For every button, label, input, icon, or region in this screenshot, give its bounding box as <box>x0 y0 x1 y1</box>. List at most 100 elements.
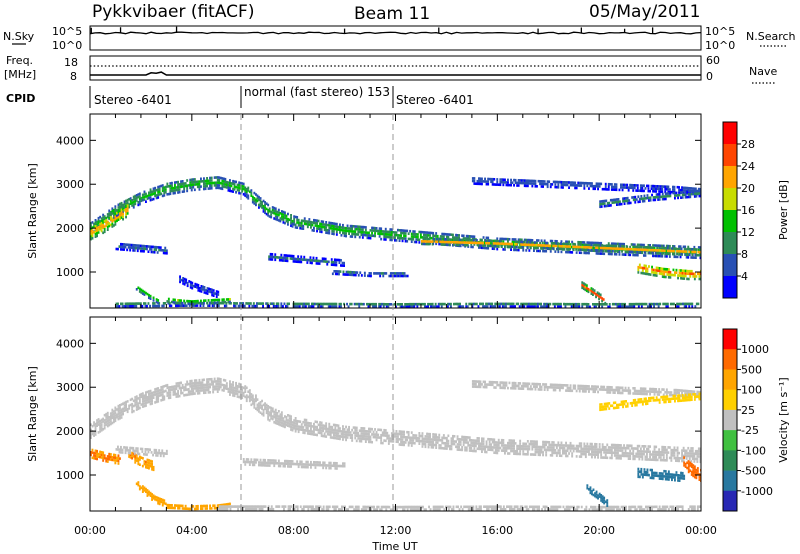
velocity-cell <box>284 415 286 418</box>
power-cell <box>277 213 280 217</box>
power-cell <box>512 302 515 306</box>
velocity-cell <box>615 451 618 455</box>
power-cell <box>135 196 138 200</box>
power-cell <box>618 247 620 250</box>
power-cell <box>485 241 487 245</box>
velocity-cell <box>575 444 578 448</box>
power-cell <box>151 193 153 196</box>
power-cell <box>500 239 503 243</box>
power-cell <box>647 187 650 190</box>
power-cell <box>275 305 278 308</box>
power-cell <box>637 265 640 269</box>
power-cell <box>580 184 583 187</box>
power-cell <box>620 183 622 187</box>
power-cell <box>443 302 446 306</box>
power-cell <box>255 201 257 204</box>
power-cell <box>645 269 647 273</box>
power-cell <box>298 302 301 306</box>
power-cell <box>424 242 426 246</box>
power-cell <box>501 305 504 308</box>
velocity-cell <box>248 394 251 397</box>
power-cell <box>382 272 385 275</box>
power-cell <box>103 217 106 221</box>
power-cell <box>693 245 696 249</box>
power-cell <box>387 233 390 236</box>
power-cell <box>165 252 168 255</box>
velocity-cell <box>613 443 616 447</box>
velocity-cell <box>131 405 134 409</box>
power-cell <box>635 253 638 257</box>
freq-tick-bottom: 8 <box>70 70 77 83</box>
velocity-cell <box>210 380 213 384</box>
velocity-cell <box>93 421 95 424</box>
power-cell <box>267 211 270 215</box>
power-cell <box>450 240 452 244</box>
velocity-cell <box>314 420 317 423</box>
velocity-cell <box>617 446 619 450</box>
power-cell <box>378 227 381 230</box>
velocity-cell <box>450 439 453 443</box>
power-cell <box>597 252 599 255</box>
power-cell <box>610 252 613 256</box>
power-cell <box>445 243 448 247</box>
power-cell <box>292 254 295 258</box>
power-cell <box>401 305 403 308</box>
power-cell <box>683 250 686 253</box>
power-cell <box>327 305 330 308</box>
power-cell <box>236 186 239 189</box>
power-cell <box>416 305 419 308</box>
power-cell <box>297 221 300 224</box>
power-cell <box>288 218 291 222</box>
power-cell <box>306 225 309 229</box>
velocity-cell <box>355 431 358 435</box>
power-cell <box>574 186 577 190</box>
power-cell <box>476 243 479 247</box>
power-cell <box>394 231 396 234</box>
power-cell <box>604 185 607 188</box>
power-cell <box>157 196 160 199</box>
velocity-cell <box>138 396 141 399</box>
velocity-cell <box>90 431 92 434</box>
power-cell <box>615 185 618 189</box>
power-cell <box>149 188 152 191</box>
power-cell <box>235 180 237 184</box>
velocity-cell <box>143 399 146 403</box>
power-cell <box>129 199 132 203</box>
power-cell <box>572 245 575 248</box>
power-cell <box>613 247 616 250</box>
velocity-cell <box>412 436 415 440</box>
velocity-cell <box>490 445 493 449</box>
power-cell <box>308 218 311 221</box>
power-cell <box>695 192 698 195</box>
power-cell <box>230 302 232 305</box>
power-cell <box>421 242 423 246</box>
velocity-cell <box>584 455 587 459</box>
power-cell <box>609 252 612 256</box>
velocity-cell <box>500 441 503 445</box>
power-cell <box>374 226 376 230</box>
power-cell <box>599 249 602 252</box>
velocity-cell <box>381 431 384 434</box>
power-cell <box>163 191 166 195</box>
velocity-cell <box>581 452 584 456</box>
velocity-cell <box>528 442 531 446</box>
power-cell <box>427 302 429 306</box>
velocity-cell <box>615 446 618 450</box>
power-cell <box>676 302 678 306</box>
power-cell <box>694 253 697 256</box>
velocity-cell <box>358 437 361 440</box>
power-cell <box>684 274 687 278</box>
power-cell <box>324 257 327 261</box>
velocity-cell <box>613 451 616 455</box>
velocity-cell <box>560 444 563 447</box>
velocity-cell <box>529 440 532 443</box>
power-cell <box>562 242 564 246</box>
power-cell <box>247 194 250 197</box>
power-cell <box>277 211 280 214</box>
power-cell <box>366 302 368 306</box>
power-cell <box>99 227 102 231</box>
velocity-cell <box>423 440 425 443</box>
velocity-cell <box>398 432 401 436</box>
power-cell <box>638 251 641 254</box>
power-cell <box>641 271 644 275</box>
